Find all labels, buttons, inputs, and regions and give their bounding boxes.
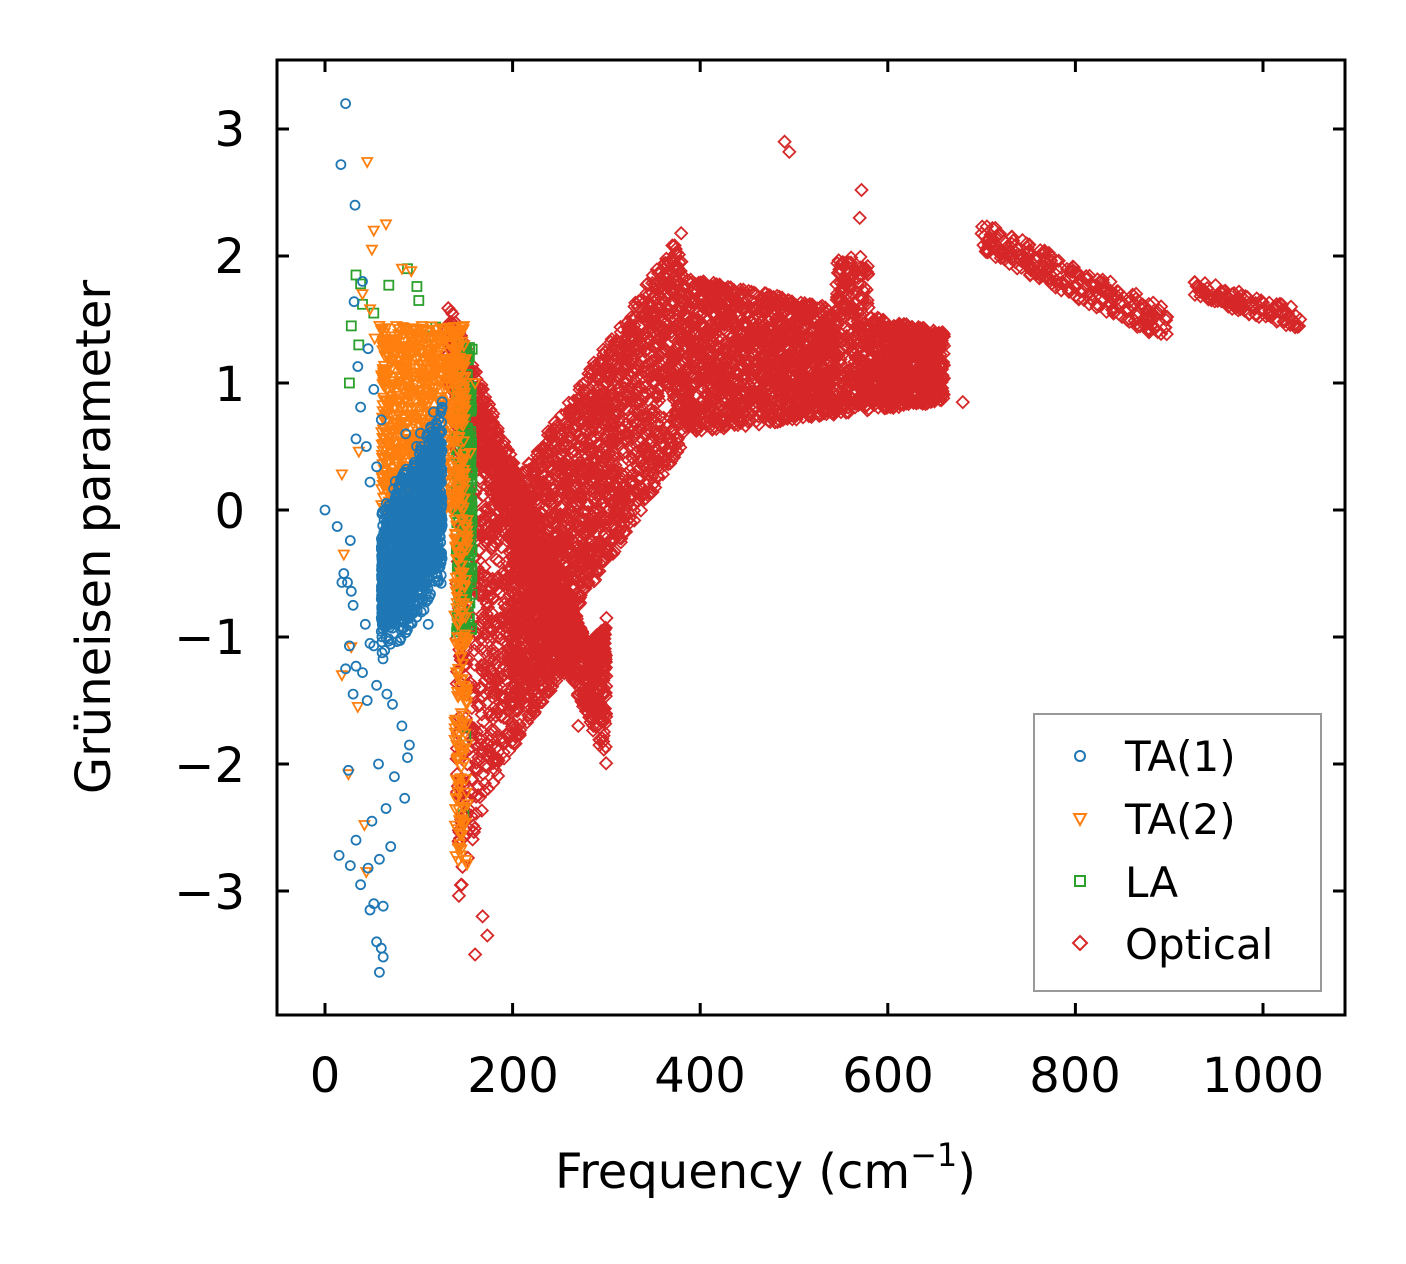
optical-point xyxy=(598,755,614,771)
optical-point xyxy=(464,772,479,788)
optical-point xyxy=(571,666,587,681)
optical-point xyxy=(583,714,598,730)
optical-point xyxy=(579,662,594,677)
optical-point xyxy=(589,687,605,703)
data-points xyxy=(319,98,1308,978)
optical-point xyxy=(490,424,506,439)
optical-point xyxy=(570,686,586,702)
optical-point xyxy=(580,671,595,687)
optical-point xyxy=(576,697,592,712)
optical-point xyxy=(486,711,501,727)
optical-point xyxy=(596,742,612,757)
optical-point xyxy=(565,672,580,688)
optical-point xyxy=(597,716,613,731)
optical-point xyxy=(592,732,608,748)
optical-point xyxy=(582,678,597,693)
optical-point xyxy=(443,303,459,319)
optical-point xyxy=(491,484,506,499)
optical-point xyxy=(441,300,456,316)
optical-point xyxy=(586,703,601,719)
optical-point xyxy=(589,718,605,733)
optical-point xyxy=(589,698,604,714)
optical-point xyxy=(576,689,592,705)
optical-point xyxy=(585,723,601,738)
optical-point xyxy=(577,666,592,682)
